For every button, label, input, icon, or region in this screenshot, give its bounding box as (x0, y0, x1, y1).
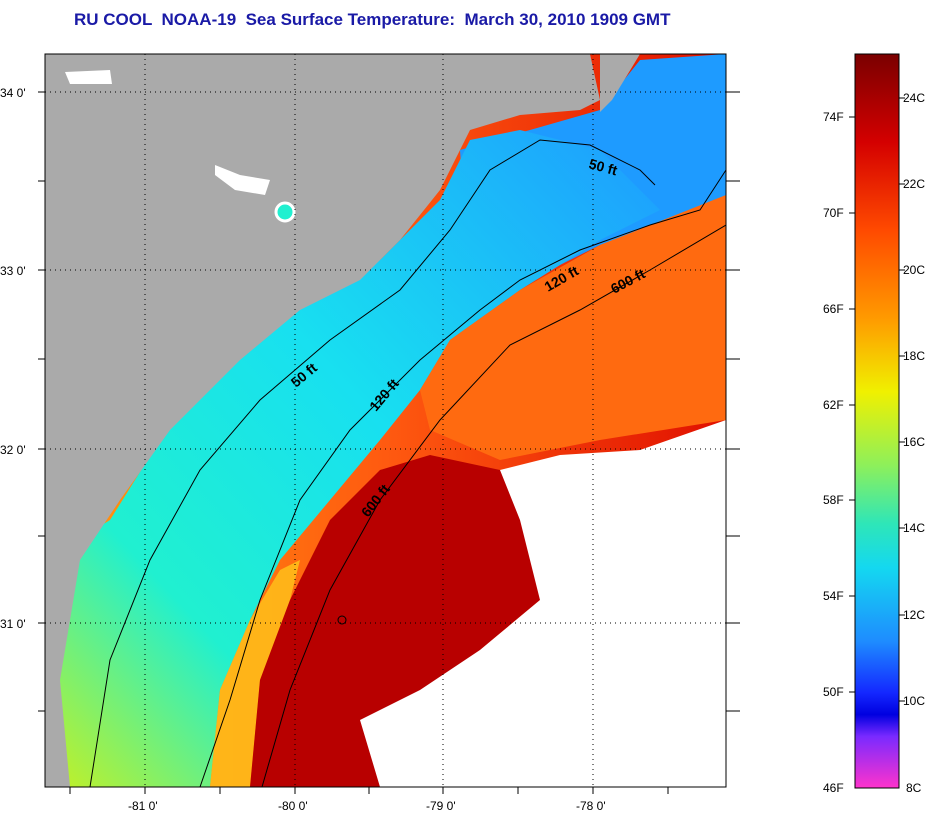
contour-120ft (199, 169, 726, 787)
inland-lake-3 (65, 70, 112, 84)
map-body: 50 ft 120 ft 600 ft 50 ft 120 ft 600 ft (45, 54, 726, 787)
cb-label-46f: 46F (823, 781, 844, 795)
cloud-mask (360, 420, 726, 787)
shelf-water (45, 130, 660, 787)
lon-label-80: -80 0' (278, 799, 308, 813)
cb-label-70f: 70F (823, 206, 844, 220)
cb-label-50f: 50F (823, 685, 844, 699)
lat-label-32: 32 0' (0, 443, 26, 457)
axis-ticks (38, 91, 740, 794)
lat-label-33: 33 0' (0, 264, 26, 278)
cb-label-20c: 20C (903, 263, 926, 277)
cb-label-10c: 10C (903, 694, 926, 708)
contour-label-50ft-north: 50 ft (587, 155, 619, 178)
frontal-band (210, 560, 300, 787)
cb-label-12c: 12C (903, 608, 926, 622)
land-outer-banks (600, 54, 640, 112)
cb-label-58f: 58F (823, 493, 844, 507)
cb-label-74f: 74F (823, 110, 844, 124)
colorbar (854, 53, 900, 789)
lat-label-31: 31 0' (0, 617, 26, 631)
cb-label-62f: 62F (823, 398, 844, 412)
cb-label-14c: 14C (903, 521, 926, 535)
lat-label-34: 34 0' (0, 86, 26, 100)
lon-label-81: -81 0' (128, 799, 158, 813)
cb-label-66f: 66F (823, 302, 844, 316)
station-marker (337, 615, 347, 625)
cb-label-22c: 22C (903, 177, 926, 191)
cb-label-24c: 24C (903, 91, 926, 105)
cb-label-16c: 16C (903, 435, 926, 449)
lon-label-78: -78 0' (576, 799, 606, 813)
lon-label-79: -79 0' (426, 799, 456, 813)
gulf-stream-core (250, 455, 540, 787)
graticule (45, 54, 726, 787)
inland-lake (215, 165, 270, 195)
colorbar-ticks (849, 97, 905, 702)
contour-50ft (89, 139, 656, 787)
warm-offshore (420, 195, 726, 460)
cb-label-18c: 18C (903, 349, 926, 363)
land-mass (45, 54, 600, 787)
map-title: RU COOL NOAA-19 Sea Surface Temperature:… (74, 10, 671, 29)
inland-lake-2 (274, 201, 296, 223)
cb-label-8c: 8C (906, 781, 922, 795)
map-border (44, 53, 727, 788)
contour-600ft (261, 224, 726, 787)
cb-label-54f: 54F (823, 589, 844, 603)
